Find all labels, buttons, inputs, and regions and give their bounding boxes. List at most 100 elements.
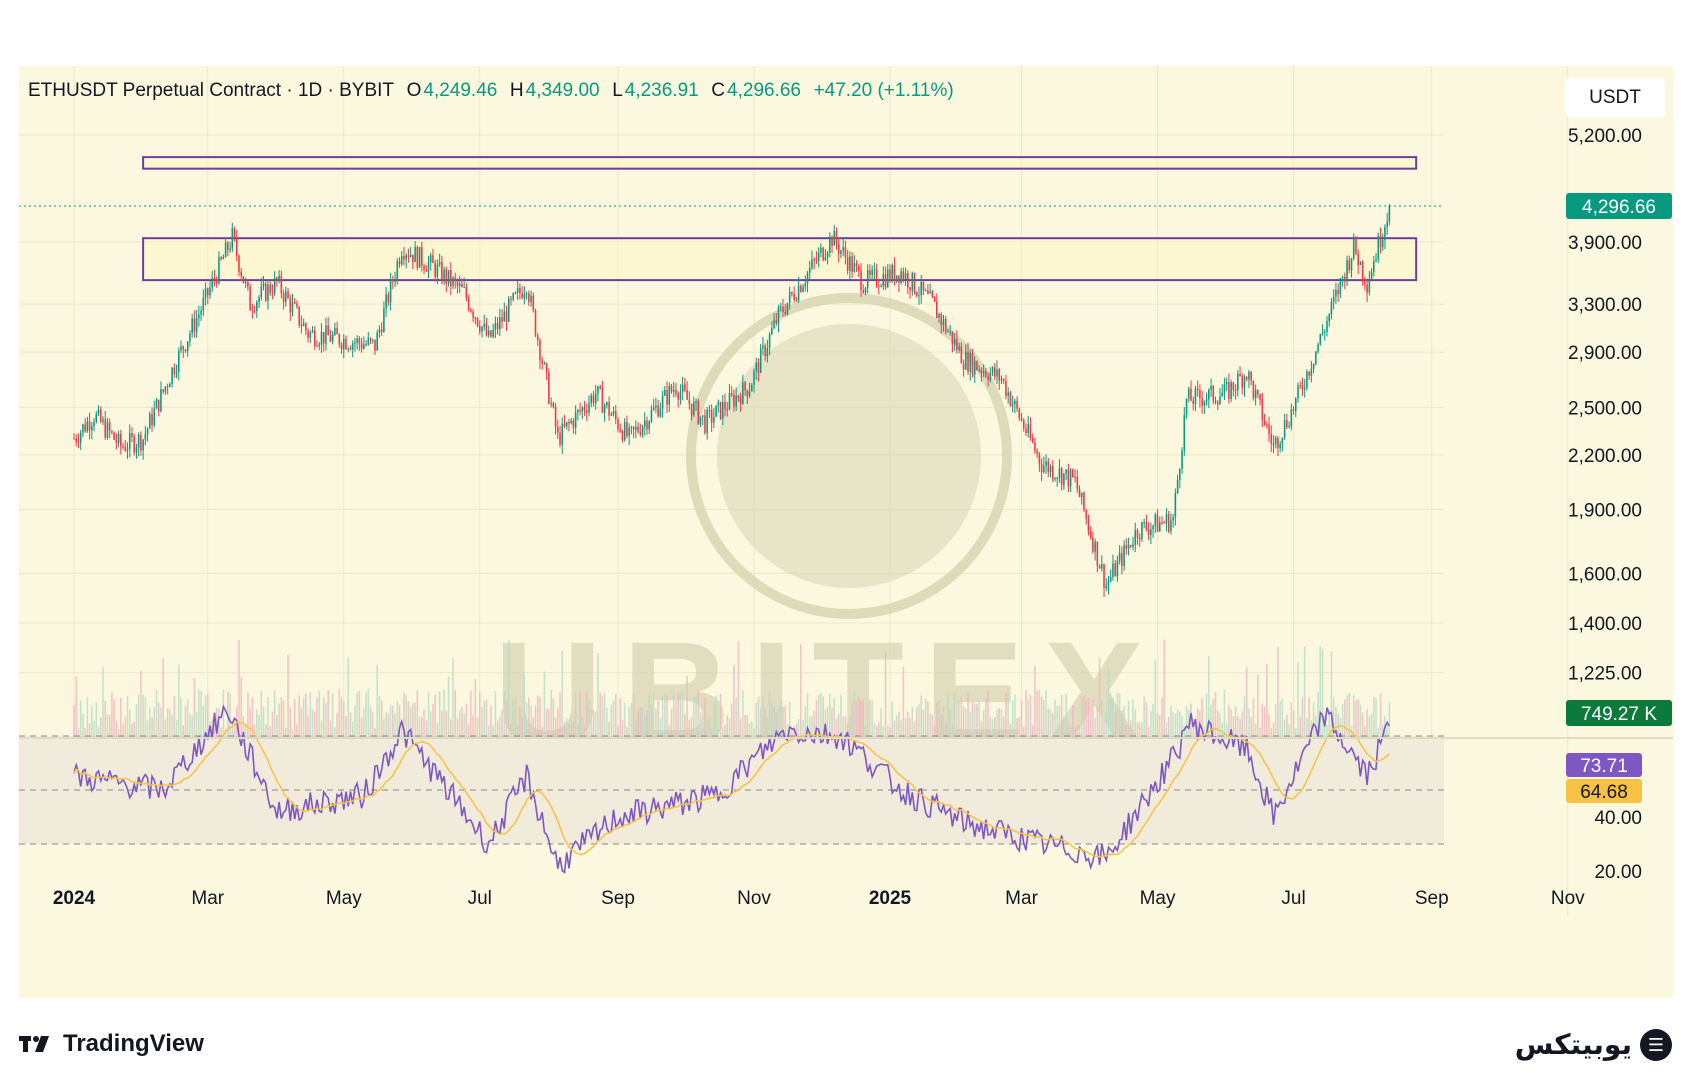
brand-mark-icon: ☰ — [1640, 1028, 1672, 1061]
volume-bar — [713, 703, 715, 737]
volume-bar — [777, 706, 780, 737]
volume-bar — [1201, 697, 1203, 737]
volume-bar — [1011, 700, 1014, 737]
volume-bar — [936, 702, 938, 737]
candle — [1361, 260, 1364, 286]
candle-body — [713, 416, 715, 423]
candle-body — [762, 345, 764, 349]
volume-bar — [577, 723, 579, 737]
volume-bar — [1270, 728, 1273, 737]
candle — [476, 317, 479, 328]
volume-bar — [994, 717, 996, 737]
candle-body — [206, 288, 209, 296]
candle-body — [1056, 477, 1058, 479]
volume-bar — [403, 692, 405, 737]
volume-bar — [750, 721, 753, 737]
currency-selector[interactable]: USDT — [1565, 78, 1665, 118]
candle-body — [933, 296, 936, 302]
candle — [273, 271, 276, 297]
candle-body — [120, 433, 122, 447]
chart-panel[interactable]: UBITEXپلتفرم مبادلات رمزارزی شما5,200.00… — [19, 66, 1673, 998]
candle-body — [222, 257, 225, 260]
candle — [590, 393, 593, 408]
volume-bar — [1190, 703, 1192, 737]
candle-body — [590, 395, 593, 403]
candle — [86, 416, 89, 433]
volume-bar — [492, 726, 494, 737]
candle-body — [1228, 382, 1230, 399]
rsi-pane[interactable] — [19, 738, 1444, 916]
candle — [1344, 272, 1346, 290]
volume-bar — [762, 696, 764, 737]
candle — [759, 343, 762, 374]
candle-body — [363, 344, 365, 349]
candle — [1315, 351, 1317, 366]
candle — [1018, 407, 1021, 421]
candle-body — [1147, 529, 1150, 535]
candle — [73, 433, 75, 440]
candle-body — [327, 325, 329, 336]
candle — [380, 322, 383, 337]
candle-body — [1067, 469, 1070, 487]
volume-bar — [182, 725, 185, 737]
candle-body — [779, 306, 782, 308]
candle — [75, 434, 78, 447]
candle — [171, 366, 173, 388]
candle — [1386, 212, 1388, 235]
candle-body — [1279, 443, 1281, 449]
resistance-zone[interactable] — [142, 156, 1418, 170]
candle-body — [155, 399, 158, 409]
volume-bar — [1272, 722, 1275, 737]
volume-bar — [951, 726, 954, 737]
candle-body — [369, 338, 372, 340]
candle-body — [650, 409, 653, 422]
candle-body — [570, 420, 572, 424]
candle-body — [643, 420, 646, 427]
candle — [690, 403, 693, 421]
candle — [918, 286, 920, 305]
candle — [1199, 384, 1201, 408]
time-tick-label: Mar — [191, 888, 224, 909]
candle — [474, 316, 477, 325]
volume-bar — [481, 707, 483, 737]
candle-body — [722, 401, 724, 419]
symbol-label[interactable]: ETHUSDT Perpetual Contract · 1D · BYBIT — [28, 80, 395, 101]
candle-body — [806, 272, 809, 284]
volume-bar — [418, 716, 421, 737]
volume-bar — [808, 716, 811, 737]
candle-body — [1170, 520, 1172, 532]
candle-body — [1199, 389, 1201, 399]
candle-body — [1040, 463, 1043, 473]
chart-canvas[interactable]: UBITEXپلتفرم مبادلات رمزارزی شما5,200.00… — [19, 66, 1673, 998]
candle-body — [1096, 541, 1099, 566]
volume-bar — [374, 727, 376, 737]
candle — [505, 305, 508, 331]
volume-bar — [378, 696, 381, 737]
candle-body — [545, 363, 548, 373]
candle — [220, 255, 222, 261]
candle — [677, 391, 679, 408]
candle — [864, 286, 867, 296]
volume-bar — [583, 725, 586, 737]
resistance-zone[interactable] — [142, 237, 1418, 282]
candle-body — [264, 283, 267, 301]
candle — [1352, 233, 1355, 261]
candle — [507, 296, 510, 323]
candle-body — [989, 372, 992, 381]
candle-body — [238, 255, 240, 272]
candle — [327, 317, 329, 336]
volume-bar — [514, 696, 517, 737]
volume-bar — [1388, 702, 1391, 737]
candle-body — [198, 314, 200, 319]
volume-bar — [331, 693, 334, 737]
candle — [438, 253, 441, 267]
candle-body — [1243, 377, 1246, 388]
volume-bar — [1306, 718, 1308, 737]
candle — [300, 315, 303, 334]
candle-body — [626, 422, 628, 436]
candle — [617, 416, 619, 433]
candle — [534, 308, 537, 338]
volume-bar — [844, 716, 847, 737]
volume-bar — [338, 689, 341, 737]
candle — [1185, 398, 1188, 419]
